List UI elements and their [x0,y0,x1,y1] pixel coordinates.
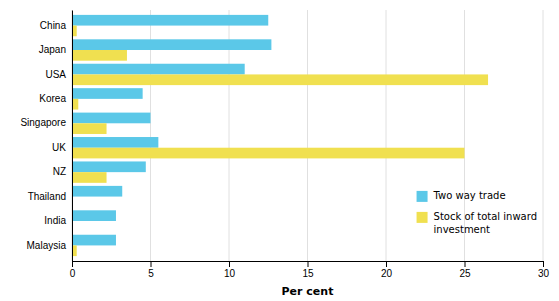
bar [72,50,127,61]
tick-label: 0 [70,268,76,279]
tick: NZ [53,166,72,177]
tick-mark [151,261,152,267]
tick: 5 [148,261,154,279]
bar [72,186,122,197]
grid-line [543,10,544,261]
tick-mark [308,261,309,267]
bar [72,172,107,183]
tick: 10 [224,261,236,279]
tick-label: UK [52,142,66,153]
tick: Korea [39,93,72,104]
tick: Malaysia [27,240,72,251]
tick-label: China [40,20,67,31]
bar [72,161,146,172]
axis-line [72,11,73,262]
tick: India [44,215,72,226]
legend-swatch [417,212,428,223]
tick-label: Japan [39,44,66,55]
tick-label: 30 [538,268,550,279]
tick-label: 10 [224,268,236,279]
grid-line [386,10,387,261]
bar [72,64,245,75]
tick-label: Malaysia [27,240,67,251]
tick-mark [72,261,73,267]
bar [72,148,465,159]
tick: UK [52,142,72,153]
x-axis-title: Per cent [282,285,334,298]
tick-label: India [44,215,66,226]
tick-mark [543,261,544,267]
legend-item: Two way trade [417,190,506,202]
legend: Two way trade Stock of total inwardinvest… [417,190,537,235]
legend-label: Stock of total inwardinvestment [434,211,537,235]
bar [72,123,107,134]
tick-label: 20 [381,268,393,279]
axis-line [73,262,544,268]
tick-label: 15 [302,268,314,279]
grid [72,10,543,261]
plot: 0 5 10 15 20 25 30 China Japan USA Korea Singapore U… [20,10,549,279]
tick: 15 [302,261,314,279]
tick: USA [45,69,72,80]
tick: 20 [381,261,393,279]
tick-mark [386,261,387,267]
tick-label: USA [45,69,66,80]
legend-label: Two way trade [433,190,506,201]
bar [72,39,271,50]
grid-line [72,10,73,261]
chart: 0 5 10 15 20 25 30 China Japan USA Korea Singapore U… [0,0,559,301]
tick-label: 25 [459,268,471,279]
y-axis: China Japan USA Korea Singapore UK NZ Thailand I… [20,11,72,262]
grid-line [307,10,308,261]
legend-swatch [417,191,428,202]
tick: Japan [39,44,72,55]
tick-label: 5 [148,268,154,279]
tick-label: NZ [53,166,66,177]
tick: Singapore [20,117,72,128]
tick-label: Thailand [28,191,66,202]
bar [72,235,116,246]
bar [72,113,151,124]
legend-item: Stock of total inwardinvestment [417,211,537,235]
bar [72,74,488,85]
bars [72,15,488,256]
x-axis: 0 5 10 15 20 25 30 [70,261,550,279]
grid-line [464,10,465,261]
tick-mark [229,261,230,267]
tick: Thailand [28,191,72,202]
tick: 0 [70,261,76,279]
bar [72,88,143,99]
tick: 25 [459,261,471,279]
tick: 30 [538,261,550,279]
bar [72,210,116,221]
tick: China [40,20,72,31]
tick-label: Singapore [20,117,66,128]
bar [72,15,268,26]
tick-mark [465,261,466,267]
bar [72,137,158,148]
tick-label: Korea [39,93,66,104]
